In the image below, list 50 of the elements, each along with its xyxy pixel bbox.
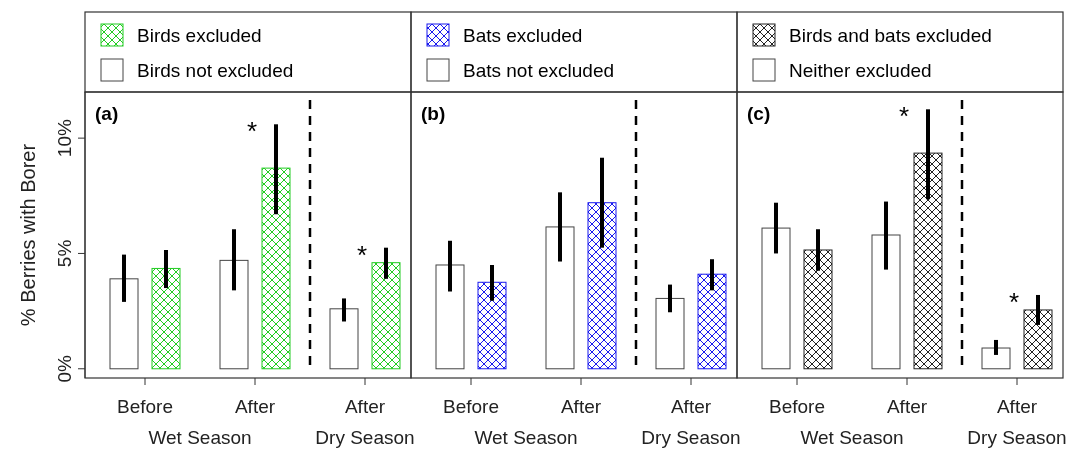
bar [871,234,901,370]
bar [803,249,833,370]
x-tick-label: Before [769,396,825,417]
x-tick-label: After [886,396,928,417]
y-tick-label: 0% [54,354,75,383]
data-label: * [246,116,258,147]
bar [219,259,249,370]
data-label: * [1008,286,1020,317]
bar [545,226,575,370]
legend-label: Bats not excluded [463,60,615,81]
legend-label: Birds and bats excluded [789,25,992,46]
x-tick-label: After [996,396,1038,417]
text: (b) [421,103,446,124]
x-tick-label: Before [117,396,173,417]
bar [371,262,401,370]
y-axis-title: % Berries with Borer [17,143,39,327]
bar [477,281,507,370]
text: Dry Season [967,427,1067,448]
bar [109,278,139,370]
bar [655,297,685,370]
bar [913,152,943,370]
y-tick-label: 10% [54,119,75,158]
bar [1023,309,1053,370]
text: (c) [747,103,771,124]
text: (a) [95,103,119,124]
x-tick-label: Before [443,396,499,417]
text: Wet Season [800,427,904,448]
text: Wet Season [148,427,252,448]
x-tick-label: After [560,396,602,417]
bar [435,264,465,370]
bar [587,202,617,370]
bar [261,167,291,370]
bar [329,308,359,370]
text: Dry Season [641,427,741,448]
legend-label: Birds not excluded [137,60,294,81]
legend-label: Birds excluded [137,25,262,46]
bar [761,227,791,370]
data-label: * [356,239,368,270]
x-tick-label: After [234,396,276,417]
text: Wet Season [474,427,578,448]
bar [151,267,181,370]
x-tick-label: After [670,396,712,417]
text: Dry Season [315,427,415,448]
y-tick-label: 5% [54,239,75,268]
bar [981,347,1011,370]
legend-label: Neither excluded [789,60,932,81]
legend-label: Bats excluded [463,25,583,46]
x-tick-label: After [344,396,386,417]
bar [697,273,727,370]
data-label: * [898,101,910,132]
